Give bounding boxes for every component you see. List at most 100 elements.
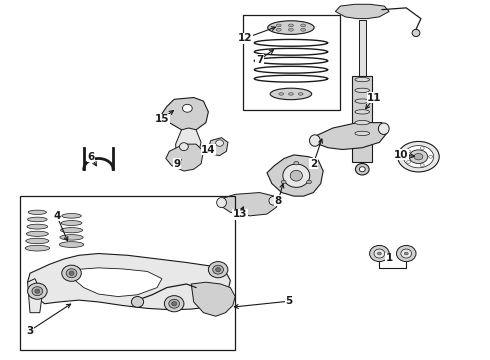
Ellipse shape — [301, 28, 306, 31]
Ellipse shape — [28, 210, 47, 215]
Ellipse shape — [69, 271, 74, 275]
Text: 5: 5 — [285, 296, 293, 306]
Ellipse shape — [369, 246, 389, 262]
Ellipse shape — [301, 24, 306, 27]
Ellipse shape — [355, 99, 369, 103]
Ellipse shape — [25, 245, 49, 251]
Text: 9: 9 — [173, 159, 180, 169]
Text: 2: 2 — [310, 159, 317, 169]
Ellipse shape — [377, 252, 381, 255]
Ellipse shape — [131, 297, 144, 307]
Ellipse shape — [404, 252, 408, 255]
Ellipse shape — [283, 164, 310, 187]
Ellipse shape — [32, 287, 43, 296]
Bar — [243, 15, 340, 110]
Ellipse shape — [208, 262, 228, 278]
Bar — [359, 21, 366, 76]
Text: 12: 12 — [238, 33, 252, 43]
Ellipse shape — [62, 265, 81, 281]
Text: 1: 1 — [386, 253, 393, 263]
Ellipse shape — [270, 88, 312, 100]
Ellipse shape — [407, 150, 411, 153]
Ellipse shape — [61, 221, 82, 225]
Ellipse shape — [213, 265, 223, 274]
Ellipse shape — [355, 131, 369, 135]
Ellipse shape — [26, 231, 49, 237]
Ellipse shape — [169, 299, 179, 308]
Polygon shape — [335, 4, 389, 19]
Ellipse shape — [27, 224, 48, 229]
Ellipse shape — [182, 104, 192, 112]
Ellipse shape — [61, 228, 82, 233]
Ellipse shape — [59, 242, 84, 247]
Ellipse shape — [60, 235, 83, 240]
Ellipse shape — [307, 180, 312, 184]
Ellipse shape — [216, 267, 220, 272]
Ellipse shape — [279, 93, 284, 95]
Ellipse shape — [355, 88, 369, 93]
Ellipse shape — [294, 161, 299, 165]
Ellipse shape — [398, 141, 439, 172]
Ellipse shape — [359, 167, 365, 172]
Polygon shape — [191, 282, 235, 316]
Ellipse shape — [172, 302, 176, 306]
Ellipse shape — [403, 145, 434, 168]
Text: 14: 14 — [201, 144, 216, 154]
Polygon shape — [208, 138, 228, 156]
Ellipse shape — [420, 164, 424, 167]
Ellipse shape — [281, 180, 286, 184]
Ellipse shape — [412, 30, 420, 37]
Ellipse shape — [217, 198, 226, 208]
Polygon shape — [73, 268, 162, 297]
Ellipse shape — [276, 24, 281, 27]
Text: 3: 3 — [26, 325, 34, 336]
Ellipse shape — [164, 296, 184, 312]
Ellipse shape — [401, 249, 412, 258]
Text: 15: 15 — [155, 114, 169, 124]
Ellipse shape — [355, 110, 369, 114]
Ellipse shape — [62, 213, 81, 218]
Ellipse shape — [27, 217, 47, 222]
Ellipse shape — [289, 28, 294, 31]
Ellipse shape — [355, 77, 369, 82]
Ellipse shape — [409, 150, 428, 163]
Text: 10: 10 — [394, 150, 409, 160]
Ellipse shape — [355, 163, 369, 175]
Polygon shape — [218, 193, 277, 216]
Ellipse shape — [66, 269, 77, 278]
Text: 4: 4 — [53, 211, 61, 221]
Polygon shape — [175, 128, 201, 160]
Ellipse shape — [298, 93, 303, 95]
Ellipse shape — [289, 93, 294, 95]
Ellipse shape — [216, 140, 223, 146]
Polygon shape — [311, 123, 387, 149]
Bar — [20, 196, 235, 350]
Ellipse shape — [414, 153, 423, 160]
Text: 8: 8 — [274, 196, 282, 206]
Ellipse shape — [35, 289, 40, 293]
Ellipse shape — [374, 249, 385, 258]
Ellipse shape — [420, 147, 424, 150]
Text: 11: 11 — [367, 93, 382, 103]
Ellipse shape — [289, 24, 294, 27]
Ellipse shape — [276, 28, 281, 31]
Ellipse shape — [290, 170, 302, 181]
Ellipse shape — [179, 143, 188, 150]
Bar — [352, 76, 372, 162]
Polygon shape — [162, 98, 208, 134]
Polygon shape — [267, 155, 323, 196]
Ellipse shape — [355, 121, 369, 125]
Ellipse shape — [268, 21, 314, 35]
Polygon shape — [27, 279, 42, 313]
Text: 7: 7 — [256, 55, 263, 65]
Ellipse shape — [269, 197, 278, 205]
Ellipse shape — [407, 161, 411, 163]
Ellipse shape — [378, 123, 389, 134]
Ellipse shape — [310, 135, 320, 146]
Ellipse shape — [396, 246, 416, 262]
Text: 6: 6 — [87, 152, 95, 162]
Ellipse shape — [26, 238, 49, 244]
Polygon shape — [166, 144, 203, 171]
Ellipse shape — [429, 155, 433, 158]
Polygon shape — [27, 253, 230, 310]
